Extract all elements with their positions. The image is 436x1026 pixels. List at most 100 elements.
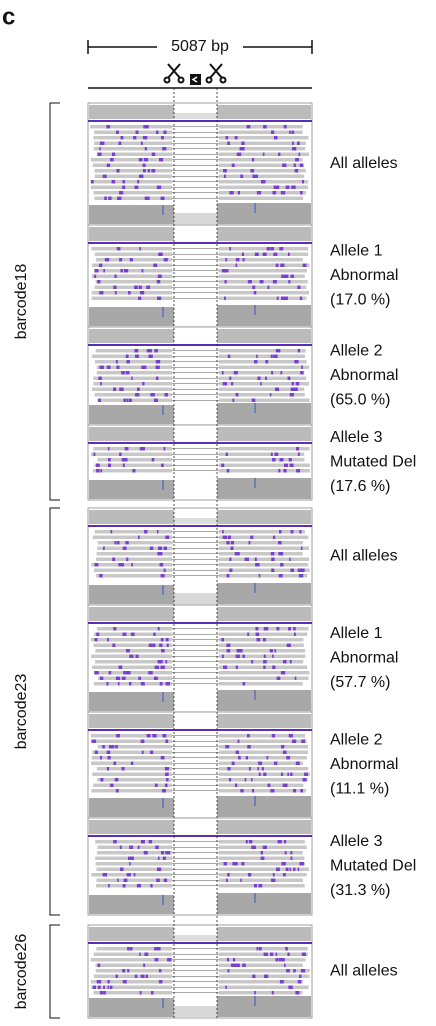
mismatch xyxy=(150,751,153,755)
group-label: barcode23 xyxy=(13,674,30,750)
mismatch xyxy=(106,125,110,129)
mismatch xyxy=(140,291,143,295)
mismatch xyxy=(227,958,229,962)
mismatch xyxy=(161,649,165,653)
read xyxy=(219,297,307,301)
read xyxy=(96,349,172,353)
read xyxy=(93,136,172,140)
coverage xyxy=(217,510,311,524)
coverage xyxy=(217,796,311,817)
track-label: Allele 2 xyxy=(330,343,383,360)
mismatch xyxy=(167,958,171,962)
mismatch xyxy=(241,862,244,866)
mismatch xyxy=(278,541,281,545)
mismatch xyxy=(281,671,285,675)
mismatch xyxy=(102,745,105,749)
mismatch xyxy=(94,563,98,567)
mismatch xyxy=(288,627,291,631)
mismatch xyxy=(159,158,162,162)
track-label: (31.3 %) xyxy=(330,882,390,899)
mismatch xyxy=(103,547,105,551)
read xyxy=(219,986,309,990)
read xyxy=(97,778,172,782)
mismatch xyxy=(148,671,153,675)
mismatch xyxy=(100,756,102,760)
mismatch xyxy=(254,360,257,364)
mismatch xyxy=(301,740,305,744)
read xyxy=(219,947,308,951)
mismatch xyxy=(109,745,111,749)
mismatch xyxy=(126,447,128,451)
mismatch xyxy=(155,958,159,962)
mismatch xyxy=(98,986,101,990)
mismatch xyxy=(274,453,278,457)
mismatch xyxy=(137,180,139,184)
mismatch xyxy=(291,857,293,861)
mismatch xyxy=(291,530,294,534)
mismatch xyxy=(272,734,275,738)
mismatch xyxy=(275,388,279,392)
mismatch xyxy=(108,986,110,990)
coverage xyxy=(89,480,174,499)
read xyxy=(94,191,172,195)
mismatch xyxy=(221,638,224,642)
mismatch xyxy=(298,868,300,872)
mismatch xyxy=(252,286,255,290)
read xyxy=(219,536,308,540)
coverage xyxy=(217,203,311,224)
mismatch xyxy=(281,773,283,777)
read xyxy=(94,671,172,675)
mismatch xyxy=(149,840,152,844)
track-label: (17.0 %) xyxy=(330,292,390,309)
mismatch xyxy=(150,393,153,397)
coverage xyxy=(217,714,311,728)
read xyxy=(219,366,309,370)
read xyxy=(219,258,303,262)
track-label: All alleles xyxy=(330,963,398,980)
read xyxy=(219,569,310,573)
mismatch xyxy=(298,453,300,457)
group-label: barcode18 xyxy=(13,264,30,340)
mismatch xyxy=(162,147,166,151)
mismatch xyxy=(126,371,130,375)
mismatch xyxy=(159,644,162,648)
mismatch xyxy=(153,633,155,637)
mismatch xyxy=(160,682,163,686)
mismatch xyxy=(280,458,284,462)
mismatch xyxy=(141,269,143,273)
read xyxy=(95,360,172,364)
coverage xyxy=(89,714,174,728)
mismatch xyxy=(290,464,294,468)
mismatch xyxy=(108,197,111,201)
mismatch xyxy=(247,633,249,637)
mismatch xyxy=(134,286,138,290)
mismatch xyxy=(116,131,119,135)
track-label: Allele 3 xyxy=(330,429,383,446)
mismatch xyxy=(227,469,230,473)
mismatch xyxy=(129,655,133,659)
mismatch xyxy=(249,840,252,844)
mismatch xyxy=(126,355,129,359)
mismatch xyxy=(261,180,265,184)
read xyxy=(97,846,172,850)
mismatch xyxy=(255,627,258,631)
mismatch xyxy=(164,879,167,883)
mismatch xyxy=(292,382,294,386)
alignment-track xyxy=(88,327,312,425)
mismatch xyxy=(255,558,257,562)
read xyxy=(219,840,305,844)
mismatch xyxy=(109,671,112,675)
read xyxy=(91,638,172,642)
mismatch xyxy=(116,677,120,681)
mismatch xyxy=(148,169,150,173)
mismatch xyxy=(99,291,103,295)
mismatch xyxy=(278,840,282,844)
mismatch xyxy=(289,458,292,462)
mismatch xyxy=(110,745,114,749)
mismatch xyxy=(252,175,255,179)
mismatch xyxy=(141,366,145,370)
mismatch xyxy=(242,253,244,257)
mismatch xyxy=(261,851,263,855)
read xyxy=(219,158,303,162)
read xyxy=(94,147,172,151)
